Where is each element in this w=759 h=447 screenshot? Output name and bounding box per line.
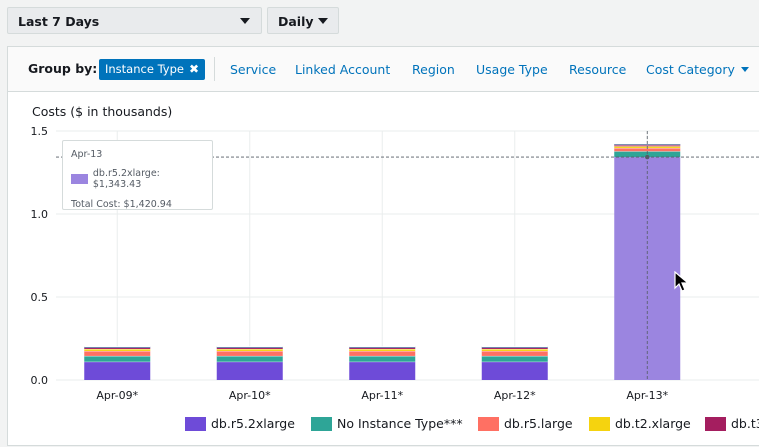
- granularity-select[interactable]: Daily: [267, 7, 339, 34]
- chevron-down-icon: [318, 18, 328, 24]
- legend-item[interactable]: db.r5.2xlarge: [185, 416, 295, 431]
- bar-segment: [84, 361, 151, 380]
- bar-segment: [216, 350, 283, 356]
- bar-segment: [216, 361, 283, 380]
- bar-segment: [216, 346, 283, 348]
- close-icon[interactable]: ✖: [188, 62, 200, 76]
- group-by-usage-type[interactable]: Usage Type: [476, 62, 548, 77]
- legend-label: db.r5.large: [504, 416, 573, 431]
- group-by-chip-instance-type[interactable]: Instance Type ✖: [99, 59, 206, 80]
- x-tick-label: Apr-13*: [626, 389, 668, 402]
- group-by-region[interactable]: Region: [412, 62, 455, 77]
- date-range-value: Last 7 Days: [18, 14, 100, 29]
- chart-title: Costs ($ in thousands): [32, 104, 173, 119]
- tooltip-swatch: [71, 174, 88, 184]
- chevron-down-icon: [740, 67, 749, 72]
- divider: [214, 57, 215, 81]
- chip-label: Instance Type: [105, 62, 184, 76]
- legend-label: db.t2.xlarge: [615, 416, 691, 431]
- bar-segment: [614, 147, 681, 152]
- group-by-label: Group by:: [28, 61, 98, 76]
- y-tick-label: 0.0: [31, 374, 49, 387]
- tooltip-total: Total Cost: $1,420.94: [71, 199, 172, 210]
- bar-segment: [481, 348, 548, 351]
- bar-segment: [614, 143, 681, 145]
- chart-tooltip: Apr-13 db.r5.2xlarge: $1,343.43 Total Co…: [62, 140, 213, 210]
- y-tick-label: 1.5: [31, 125, 49, 138]
- x-tick-label: Apr-10*: [229, 389, 271, 402]
- crosshair-point: [645, 154, 650, 160]
- bar-segment: [481, 361, 548, 380]
- bar-segment: [349, 346, 416, 348]
- x-tick-label: Apr-12*: [494, 389, 536, 402]
- bar-segment: [481, 347, 548, 349]
- legend-item[interactable]: db.t3: [705, 416, 759, 431]
- legend-swatch: [589, 416, 610, 431]
- bar-segment: [349, 361, 416, 380]
- legend-item[interactable]: db.r5.large: [478, 416, 573, 431]
- group-by-cost-category[interactable]: Cost Category: [646, 62, 749, 77]
- tooltip-series-row: db.r5.2xlarge: $1,343.43: [71, 168, 204, 190]
- tooltip-series-value: db.r5.2xlarge: $1,343.43: [92, 168, 160, 190]
- bar-segment: [216, 347, 283, 349]
- group-by-resource[interactable]: Resource: [569, 62, 627, 77]
- x-tick-label: Apr-11*: [361, 389, 403, 402]
- bar-segment: [84, 347, 151, 349]
- chevron-down-icon: [240, 18, 250, 24]
- legend-swatch: [705, 416, 726, 431]
- group-by-service[interactable]: Service: [230, 62, 277, 77]
- granularity-value: Daily: [278, 14, 314, 29]
- date-range-select[interactable]: Last 7 Days: [7, 7, 262, 34]
- group-by-bar: Group by: Instance Type ✖ Service Linked …: [8, 47, 759, 92]
- cost-explorer-panel: Group by: Instance Type ✖ Service Linked …: [7, 46, 759, 446]
- bar-segment: [216, 355, 283, 362]
- legend-item[interactable]: No Instance Type***: [311, 416, 463, 431]
- legend-swatch: [185, 416, 206, 431]
- bar-segment: [84, 355, 151, 362]
- cost-chart: 0.0 0.5 1.0 1.5 Apr-09* Apr-10* Apr-11* Apr-12*…: [31, 125, 759, 402]
- bar-segment: [349, 348, 416, 351]
- bar-segment: [614, 144, 681, 147]
- mouse-pointer-icon: [674, 271, 690, 292]
- bar-segment: [349, 347, 416, 349]
- y-tick-label: 1.0: [31, 208, 49, 221]
- cost-category-label: Cost Category: [646, 62, 735, 77]
- legend-label: db.r5.2xlarge: [211, 416, 295, 431]
- bar-segment: [84, 348, 151, 351]
- bar-segment: [216, 348, 283, 351]
- legend-item[interactable]: db.t2.xlarge: [589, 416, 691, 431]
- bar-segment: [84, 350, 151, 356]
- bar-segment: [481, 355, 548, 362]
- bar-segment: [481, 350, 548, 356]
- legend-label: No Instance Type***: [337, 416, 463, 431]
- tooltip-date: Apr-13: [71, 149, 103, 160]
- bar-segment: [614, 151, 681, 158]
- bar-segment: [481, 346, 548, 348]
- legend-label: db.t3: [731, 416, 759, 431]
- bar-segment: [349, 350, 416, 356]
- y-tick-label: 0.5: [31, 291, 49, 304]
- legend-swatch: [478, 416, 499, 431]
- x-tick-label: Apr-09*: [96, 389, 138, 402]
- group-by-linked-account[interactable]: Linked Account: [295, 62, 391, 77]
- bar-segment: [349, 355, 416, 362]
- legend-swatch: [311, 416, 332, 431]
- bar-segment: [84, 346, 151, 348]
